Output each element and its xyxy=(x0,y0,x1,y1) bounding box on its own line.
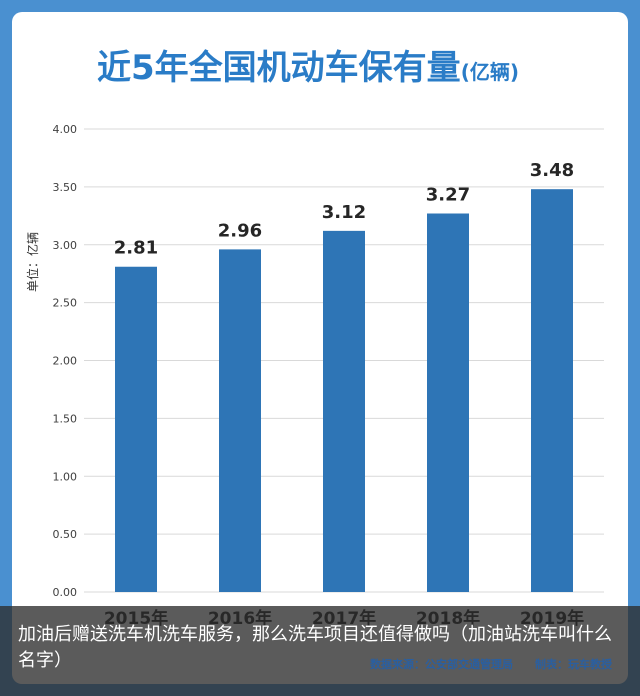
y-tick-labels: 0.00 0.50 1.00 1.50 2.00 2.50 3.00 3.50 4.00 xyxy=(53,123,78,599)
y-tick-label: 0.50 xyxy=(53,528,78,541)
value-label: 3.27 xyxy=(426,184,470,205)
chart-title-unit: (亿辆) xyxy=(460,60,519,84)
bar xyxy=(427,213,469,592)
value-label: 2.81 xyxy=(114,238,158,259)
chart-card xyxy=(12,12,628,684)
bar xyxy=(115,266,157,592)
bars xyxy=(115,189,573,593)
y-tick-label: 4.00 xyxy=(53,123,78,136)
value-labels: 2.81 2.96 3.12 3.27 3.48 xyxy=(114,160,574,259)
chart-title: 近5年全国机动车保有量(亿辆) xyxy=(0,40,616,89)
source-footer: 数据来源：公安部交通管理局 制表：玩车教授 xyxy=(370,656,634,672)
y-tick-label: 1.50 xyxy=(53,412,78,425)
y-tick-label: 0.00 xyxy=(53,586,78,599)
value-label: 3.48 xyxy=(530,160,574,181)
table-maker: 制表：玩车教授 xyxy=(535,658,612,671)
y-axis-label: 单位：亿辆 xyxy=(25,232,40,292)
caption-overlay: 加油后赠送洗车机洗车服务，那么洗车项目还值得做吗（加油站洗车叫什么名字） xyxy=(0,606,640,696)
y-tick-label: 2.50 xyxy=(53,297,78,310)
y-tick-label: 2.00 xyxy=(53,355,78,368)
bar xyxy=(219,249,261,592)
chart-title-main: 近5年全国机动车保有量 xyxy=(97,48,461,88)
value-label: 2.96 xyxy=(218,220,262,241)
y-tick-label: 3.50 xyxy=(53,181,78,194)
value-label: 3.12 xyxy=(322,202,366,223)
data-source: 数据来源：公安部交通管理局 xyxy=(370,658,513,671)
y-tick-label: 1.00 xyxy=(53,470,78,483)
bar xyxy=(531,189,573,592)
y-tick-label: 3.00 xyxy=(53,239,78,252)
bar xyxy=(323,230,365,593)
